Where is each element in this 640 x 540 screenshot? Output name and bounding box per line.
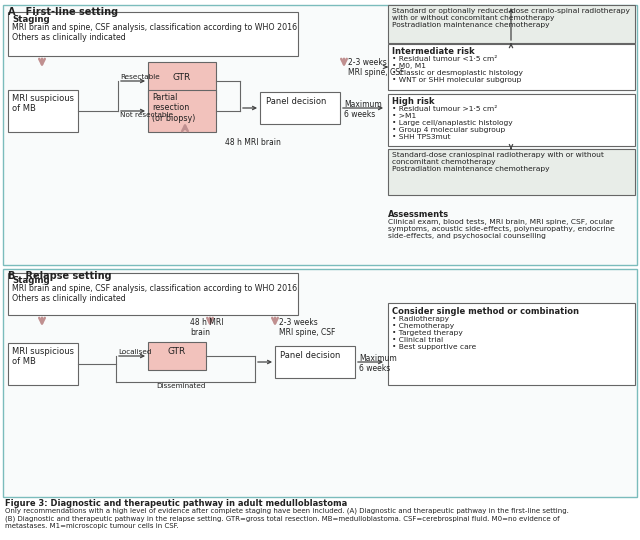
Text: MRI suspicious
of MB: MRI suspicious of MB [12, 347, 74, 367]
Text: Assessments: Assessments [388, 210, 449, 219]
Text: Panel decision: Panel decision [280, 351, 340, 360]
Text: Maximum
6 weeks: Maximum 6 weeks [344, 100, 381, 119]
Bar [275, 346, 355, 378]
Text: • Radiotherapy
• Chemotherapy
• Targeted therapy
• Clinical trial
• Best support: • Radiotherapy • Chemotherapy • Targeted… [392, 316, 476, 350]
Bar [148, 62, 216, 100]
Text: B   Relapse setting: B Relapse setting [8, 271, 111, 281]
Text: 2-3 weeks
MRI spine, CSF: 2-3 weeks MRI spine, CSF [348, 58, 404, 77]
Text: Standard or optionally reduced-dose cranio-spinal radiotherapy
with or without c: Standard or optionally reduced-dose cran… [392, 8, 630, 28]
Bar [3, 269, 637, 497]
Bar [388, 44, 635, 90]
Bar [148, 90, 216, 132]
Bar [148, 342, 206, 370]
Bar [388, 94, 635, 146]
Text: Partial
resection
(or biopsy): Partial resection (or biopsy) [152, 93, 195, 123]
Text: Clinical exam, blood tests, MRI brain, MRI spine, CSF, ocular
symptoms, acoustic: Clinical exam, blood tests, MRI brain, M… [388, 219, 615, 239]
Text: Consider single method or combination: Consider single method or combination [392, 307, 579, 316]
Text: Intermediate risk: Intermediate risk [392, 47, 475, 56]
Text: MRI suspicious
of MB: MRI suspicious of MB [12, 94, 74, 113]
Text: Panel decision: Panel decision [266, 97, 326, 106]
Bar [8, 12, 298, 56]
Bar [8, 90, 78, 132]
Text: Staging: Staging [12, 276, 50, 285]
Bar [260, 92, 340, 124]
Text: 48 h MRI
brain: 48 h MRI brain [190, 318, 223, 338]
Text: 48 h MRI brain: 48 h MRI brain [225, 138, 281, 147]
Text: • Residual tumour >1·5 cm²
• >M1
• Large cell/anaplastic histology
• Group 4 mol: • Residual tumour >1·5 cm² • >M1 • Large… [392, 106, 513, 140]
Bar [388, 149, 635, 195]
Text: Standard-dose craniospinal radiotherapy with or without
concomitant chemotherapy: Standard-dose craniospinal radiotherapy … [392, 152, 604, 172]
Text: Localised: Localised [118, 349, 152, 355]
Bar [8, 273, 298, 315]
Text: MRI brain and spine, CSF analysis, classification according to WHO 2016
Others a: MRI brain and spine, CSF analysis, class… [12, 284, 297, 303]
Text: Figure 3: Diagnostic and therapeutic pathway in adult medulloblastoma: Figure 3: Diagnostic and therapeutic pat… [5, 499, 348, 508]
Text: • Residual tumour <1·5 cm²
• M0, M1
• Classic or desmoplastic histology
• WNT or: • Residual tumour <1·5 cm² • M0, M1 • Cl… [392, 56, 523, 83]
Text: Maximum
6 weeks: Maximum 6 weeks [359, 354, 397, 373]
Bar [388, 5, 635, 43]
Bar [388, 303, 635, 385]
Bar [8, 343, 78, 385]
Text: GTR: GTR [173, 72, 191, 82]
Text: 2-3 weeks
MRI spine, CSF: 2-3 weeks MRI spine, CSF [279, 318, 335, 338]
Text: High risk: High risk [392, 97, 435, 106]
Text: Only recommendations with a high level of evidence after complete staging have b: Only recommendations with a high level o… [5, 508, 569, 529]
Text: A   First-line setting: A First-line setting [8, 7, 118, 17]
Text: Not resectable: Not resectable [120, 112, 173, 118]
Text: Resectable: Resectable [120, 74, 160, 80]
Bar [3, 5, 637, 265]
Text: MRI brain and spine, CSF analysis, classification according to WHO 2016
Others a: MRI brain and spine, CSF analysis, class… [12, 23, 297, 43]
Text: GTR: GTR [168, 348, 186, 356]
Text: Staging: Staging [12, 15, 50, 24]
Text: Disseminated: Disseminated [156, 383, 205, 389]
